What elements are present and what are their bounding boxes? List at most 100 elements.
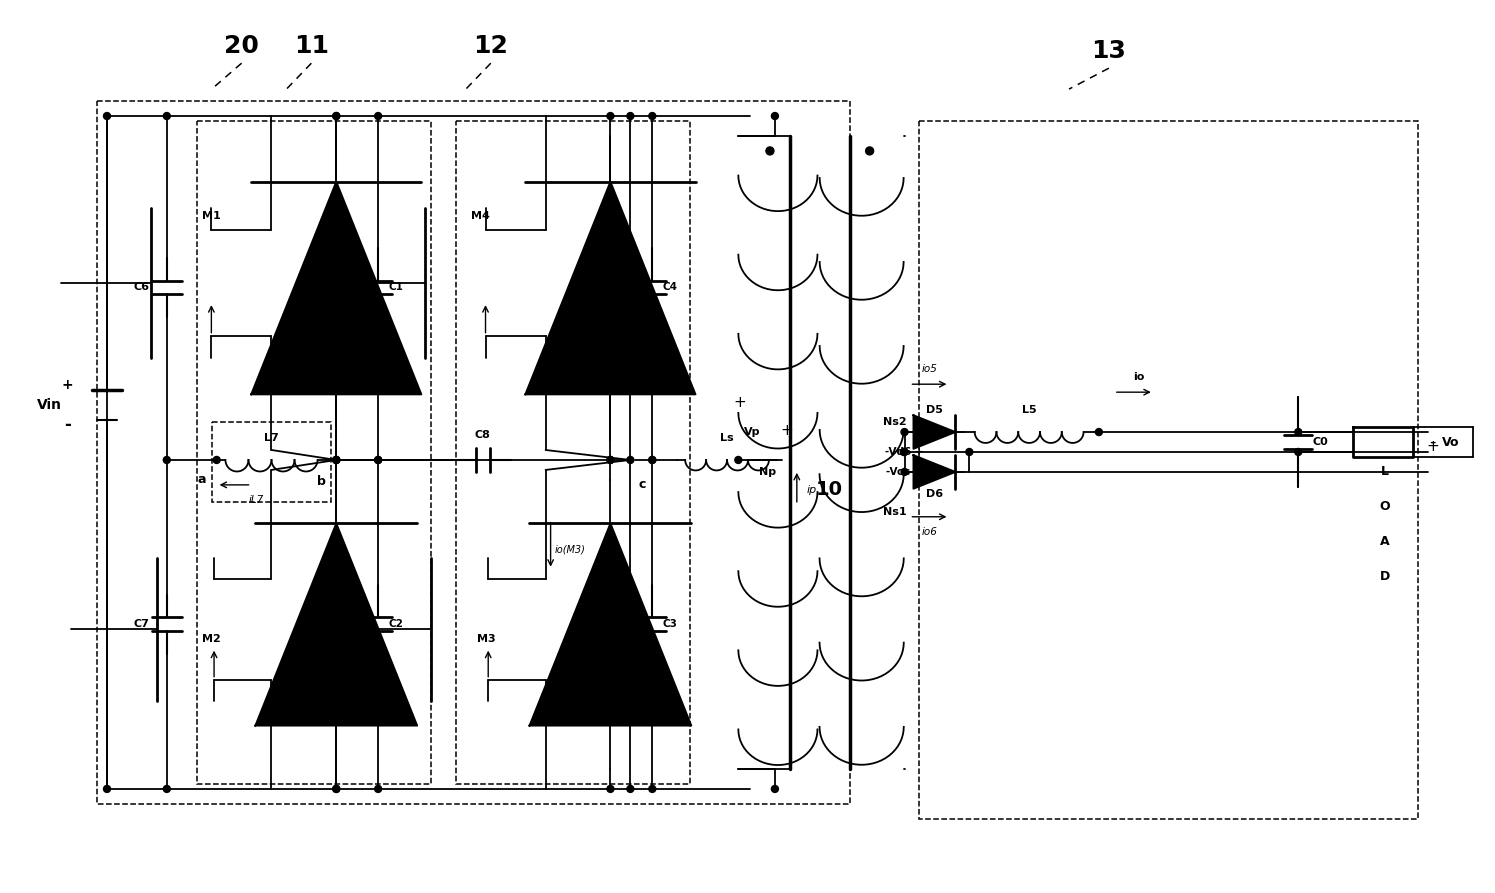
Text: C3: C3	[662, 620, 677, 630]
Circle shape	[607, 456, 614, 463]
Circle shape	[649, 456, 656, 463]
Polygon shape	[529, 523, 691, 726]
Circle shape	[866, 147, 873, 154]
Text: D2: D2	[347, 599, 362, 610]
Circle shape	[771, 786, 779, 792]
Text: +: +	[61, 379, 73, 392]
Text: L7: L7	[265, 433, 280, 443]
Circle shape	[607, 113, 614, 120]
Circle shape	[966, 448, 973, 455]
Text: 10: 10	[816, 480, 843, 499]
Text: -Vos +: -Vos +	[887, 467, 922, 477]
Text: ip: ip	[807, 485, 816, 495]
Text: M4: M4	[471, 211, 490, 221]
Text: L5: L5	[1021, 405, 1036, 415]
Text: Ls: Ls	[721, 433, 734, 443]
Text: C4: C4	[662, 282, 677, 293]
Text: +: +	[734, 395, 746, 410]
Text: M2: M2	[202, 634, 221, 645]
Bar	[919, 121, 1417, 819]
Circle shape	[333, 113, 339, 120]
Circle shape	[333, 456, 339, 463]
Text: M3: M3	[477, 634, 495, 645]
Circle shape	[626, 456, 634, 463]
Text: O: O	[1380, 500, 1390, 513]
Bar	[212, 422, 332, 502]
Text: -Vd6 +: -Vd6 +	[885, 447, 924, 457]
Circle shape	[1096, 429, 1102, 436]
Text: D6: D6	[925, 488, 943, 499]
Text: io(M1): io(M1)	[281, 360, 312, 371]
Circle shape	[765, 147, 774, 154]
Text: -: -	[1429, 433, 1437, 451]
Text: Ns1: Ns1	[882, 507, 906, 517]
Circle shape	[375, 786, 381, 792]
Text: 12: 12	[474, 34, 508, 58]
Circle shape	[607, 786, 614, 792]
Circle shape	[736, 456, 742, 463]
Text: D3: D3	[620, 599, 637, 610]
Text: -: -	[64, 416, 70, 434]
Circle shape	[163, 113, 170, 120]
Text: D1: D1	[347, 263, 362, 272]
Bar	[197, 121, 431, 784]
Text: iL7: iL7	[248, 495, 265, 505]
Text: C1: C1	[389, 282, 404, 293]
Circle shape	[103, 113, 111, 120]
Polygon shape	[913, 415, 955, 449]
Circle shape	[626, 113, 634, 120]
Circle shape	[333, 456, 339, 463]
Circle shape	[607, 456, 614, 463]
Circle shape	[1295, 429, 1302, 436]
Circle shape	[649, 786, 656, 792]
Text: C2: C2	[389, 620, 404, 630]
Text: C7: C7	[135, 620, 150, 630]
Text: 20: 20	[224, 34, 259, 58]
Circle shape	[333, 786, 339, 792]
Circle shape	[901, 469, 907, 475]
Circle shape	[771, 113, 779, 120]
Bar	[97, 101, 849, 804]
Text: 13: 13	[1091, 39, 1126, 63]
Text: D5: D5	[925, 405, 943, 415]
Circle shape	[375, 456, 381, 463]
Text: D: D	[1380, 570, 1390, 583]
Text: c: c	[638, 479, 646, 491]
Text: b: b	[317, 475, 326, 488]
Polygon shape	[251, 181, 422, 395]
Text: a: a	[197, 473, 206, 487]
Text: +: +	[780, 422, 794, 438]
Text: Vp: Vp	[743, 427, 761, 437]
Circle shape	[214, 456, 220, 463]
Circle shape	[333, 786, 339, 792]
Text: Vo: Vo	[1443, 436, 1459, 448]
Polygon shape	[256, 523, 417, 726]
Text: 11: 11	[295, 34, 329, 58]
Circle shape	[163, 456, 170, 463]
Text: +: +	[1426, 439, 1440, 455]
Circle shape	[333, 456, 339, 463]
Text: io5: io5	[921, 364, 937, 374]
Text: io(M3): io(M3)	[555, 545, 586, 555]
Bar	[456, 121, 691, 784]
Circle shape	[649, 456, 656, 463]
Text: A: A	[1380, 535, 1390, 548]
Text: C8: C8	[475, 430, 490, 440]
Text: Vin: Vin	[37, 398, 63, 413]
Circle shape	[649, 113, 656, 120]
Text: C0: C0	[1313, 437, 1328, 447]
Circle shape	[163, 786, 170, 792]
Text: M1: M1	[202, 211, 221, 221]
Text: D4: D4	[620, 263, 637, 272]
Circle shape	[375, 113, 381, 120]
Circle shape	[901, 429, 907, 436]
Text: L: L	[1381, 465, 1389, 479]
Circle shape	[333, 113, 339, 120]
Circle shape	[103, 786, 111, 792]
Text: C6: C6	[135, 282, 150, 293]
Circle shape	[901, 448, 907, 455]
Circle shape	[1295, 448, 1302, 455]
Text: Ns2: Ns2	[882, 417, 906, 427]
Polygon shape	[913, 455, 955, 488]
Circle shape	[900, 448, 907, 455]
